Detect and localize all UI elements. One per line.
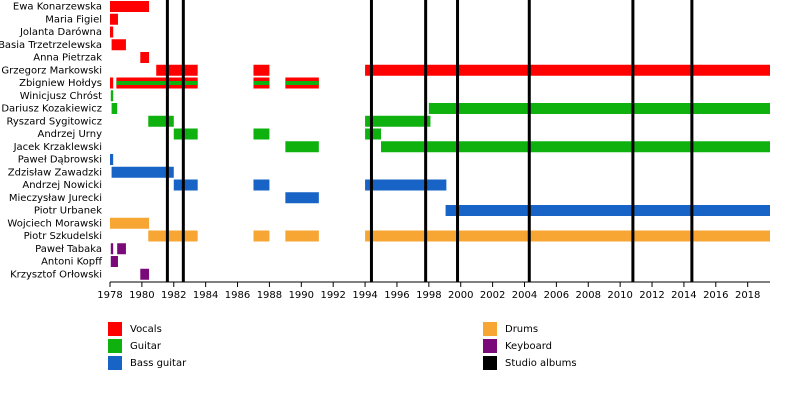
role-bar	[365, 179, 447, 191]
member-label: Piotr Szkudelski	[24, 231, 102, 242]
x-tick-label: 2010	[607, 290, 632, 301]
member-label: Zdzisław Zawadzki	[8, 167, 102, 178]
member-label: Mieczysław Jurecki	[9, 193, 102, 204]
role-bar	[285, 81, 319, 85]
role-bar	[140, 52, 150, 63]
role-bar	[148, 115, 174, 127]
role-bar	[111, 166, 174, 178]
role-bar	[365, 64, 770, 76]
member-label: Andrzej Nowicki	[22, 180, 102, 191]
legend-swatch	[108, 339, 122, 353]
x-tick-label: 1982	[161, 290, 186, 301]
role-bar	[253, 230, 270, 242]
member-label: Jolanta Darówna	[19, 26, 102, 38]
role-bar	[110, 1, 150, 12]
role-bar	[285, 141, 319, 153]
x-tick-label: 1996	[384, 290, 409, 301]
role-bar	[110, 90, 114, 102]
role-bar	[253, 64, 270, 76]
role-bar	[110, 26, 114, 38]
member-label: Piotr Urbanek	[34, 206, 102, 217]
legend-label: Bass guitar	[130, 358, 187, 369]
role-bar	[253, 81, 270, 85]
member-label: Wojciech Morawski	[7, 218, 102, 229]
legend-label: Vocals	[130, 324, 162, 335]
member-label: Grzegorz Markowski	[1, 65, 102, 76]
role-bar	[110, 154, 114, 165]
x-tick-label: 1994	[352, 290, 377, 301]
role-bar	[173, 179, 198, 191]
role-bar	[110, 13, 118, 25]
role-bar	[381, 141, 770, 153]
x-tick-label: 2014	[671, 290, 696, 301]
legend-label: Keyboard	[505, 341, 552, 352]
x-tick-label: 2000	[448, 290, 473, 301]
role-bar	[253, 179, 270, 191]
x-tick-label: 1998	[416, 290, 441, 301]
role-bar	[428, 103, 770, 114]
role-bar	[365, 115, 431, 127]
x-tick-label: 2002	[480, 290, 505, 301]
legend-swatch	[483, 339, 497, 353]
member-label: Andrzej Urny	[37, 129, 102, 140]
x-tick-label: 1986	[225, 290, 250, 301]
role-bar	[110, 256, 118, 267]
role-bar	[110, 217, 150, 229]
member-label: Maria Figiel	[45, 14, 102, 25]
member-label: Dariusz Kozakiewicz	[1, 104, 102, 115]
member-label: Paweł Tabaka	[35, 244, 102, 255]
legend-label: Studio albums	[505, 358, 577, 369]
member-label: Basia Trzetrzelewska	[0, 40, 102, 51]
role-bar	[117, 243, 126, 255]
role-bar	[445, 205, 770, 216]
role-bar	[173, 128, 198, 140]
role-bar	[111, 39, 126, 51]
role-bar	[285, 230, 319, 242]
x-tick-label: 2016	[703, 290, 728, 301]
x-tick-label: 1992	[320, 290, 345, 301]
member-label: Anna Pietrzak	[33, 53, 102, 64]
x-tick-label: 1990	[289, 290, 314, 301]
member-label: Krzysztof Orłowski	[10, 269, 102, 280]
role-bar	[116, 81, 198, 85]
x-tick-label: 2018	[735, 290, 760, 301]
member-label: Paweł Dąbrowski	[18, 155, 102, 166]
member-label: Jacek Krzaklewski	[13, 142, 102, 153]
x-tick-label: 2008	[576, 290, 601, 301]
legend-swatch	[483, 322, 497, 336]
member-label: Winicjusz Chróst	[20, 90, 102, 102]
legend-swatch	[483, 356, 497, 370]
legend-label: Drums	[505, 324, 538, 335]
member-label: Ewa Konarzewska	[13, 2, 102, 13]
member-label: Ryszard Sygitowicz	[6, 116, 102, 127]
legend-swatch	[108, 356, 122, 370]
legend-swatch	[108, 322, 122, 336]
role-bar	[156, 64, 198, 76]
x-tick-label: 1978	[97, 290, 122, 301]
x-tick-label: 2004	[512, 290, 537, 301]
role-bar	[110, 243, 114, 255]
legend-label: Guitar	[130, 341, 162, 352]
member-label: Antoni Kopff	[41, 257, 103, 268]
role-bar	[365, 128, 382, 140]
x-tick-label: 1980	[129, 290, 154, 301]
x-tick-label: 1984	[193, 290, 218, 301]
role-bar	[285, 192, 319, 204]
role-bar	[110, 77, 114, 89]
role-bar	[253, 128, 270, 140]
x-tick-label: 2006	[544, 290, 569, 301]
x-tick-label: 1988	[257, 290, 282, 301]
member-label: Zbigniew Hołdys	[19, 78, 102, 89]
role-bar	[111, 103, 118, 114]
role-bar	[365, 230, 770, 242]
role-bar	[140, 268, 150, 280]
role-bar	[148, 230, 198, 242]
x-tick-label: 2012	[639, 290, 664, 301]
